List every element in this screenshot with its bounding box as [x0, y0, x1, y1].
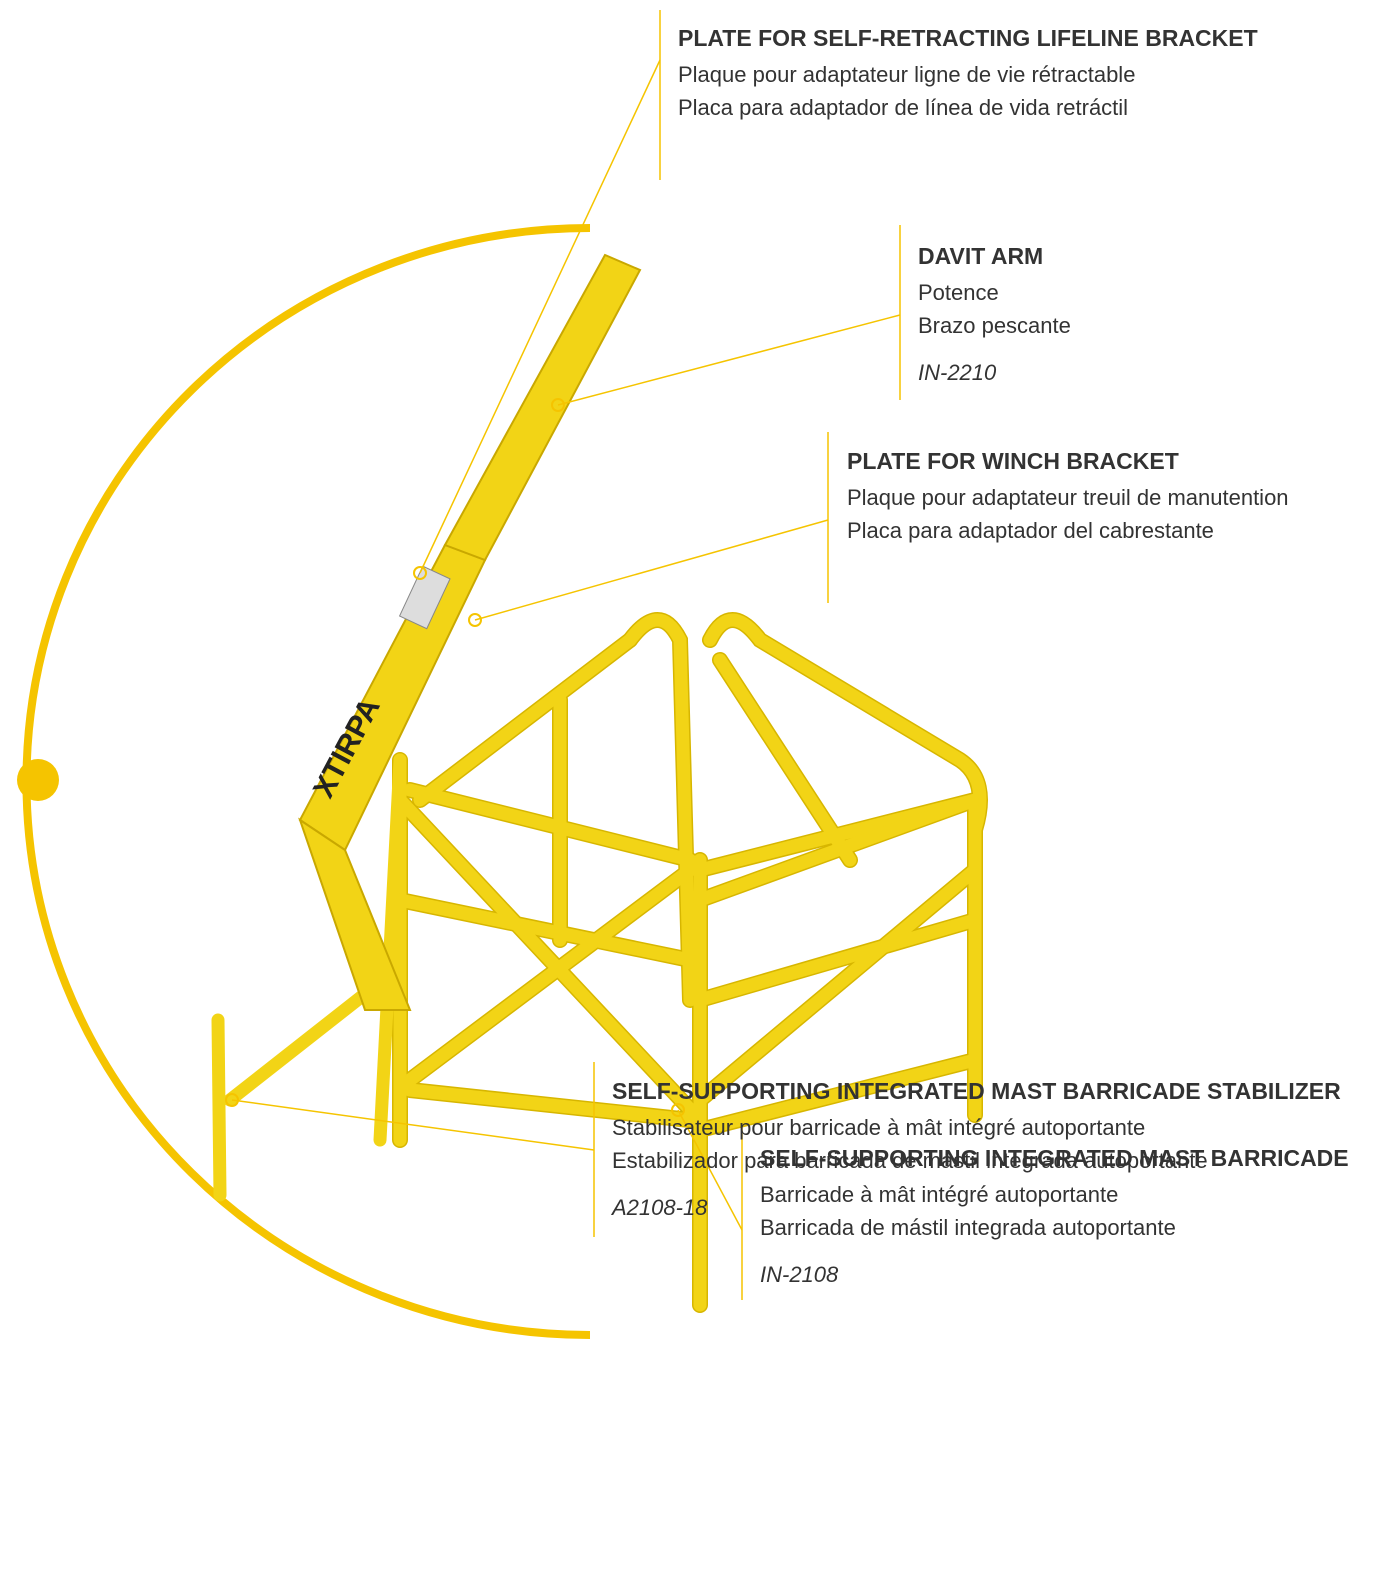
callout-line: Plaque pour adaptateur treuil de manuten… [847, 485, 1289, 510]
arc [26, 228, 590, 1335]
arc-dot [17, 759, 59, 801]
callout-title: PLATE FOR WINCH BRACKET [847, 448, 1179, 474]
callout-code: A2108-18 [610, 1195, 708, 1220]
callout-line: Barricada de mástil integrada autoportan… [760, 1215, 1176, 1240]
callout-code: IN-2108 [760, 1262, 839, 1287]
callout-code: IN-2210 [918, 360, 997, 385]
callout-line: Barricade à mât intégré autoportante [760, 1182, 1118, 1207]
callout-line: Potence [918, 280, 999, 305]
callout-line: Plaque pour adaptateur ligne de vie rétr… [678, 62, 1135, 87]
callout-title: DAVIT ARM [918, 243, 1043, 269]
callout-title: PLATE FOR SELF-RETRACTING LIFELINE BRACK… [678, 25, 1258, 51]
body: XTIRPA PLATE FOR SELF-RETRACTING LIFELIN… [0, 0, 1385, 1581]
callout-title: SELF-SUPPORTING INTEGRATED MAST BARRICAD… [612, 1078, 1341, 1104]
diagram: XTIRPA PLATE FOR SELF-RETRACTING LIFELIN… [0, 0, 1385, 1581]
callout-line: Brazo pescante [918, 313, 1071, 338]
callout-line: Placa para adaptador del cabrestante [847, 518, 1214, 543]
callout-line: Placa para adaptador de línea de vida re… [678, 95, 1128, 120]
page: {"callouts": [ {"title": "PLATE FOR SELF… [0, 0, 1385, 1581]
callout-line: Stabilisateur pour barricade à mât intég… [612, 1115, 1145, 1140]
callout-line: Estabilizador para barricada de mástil i… [612, 1148, 1208, 1173]
